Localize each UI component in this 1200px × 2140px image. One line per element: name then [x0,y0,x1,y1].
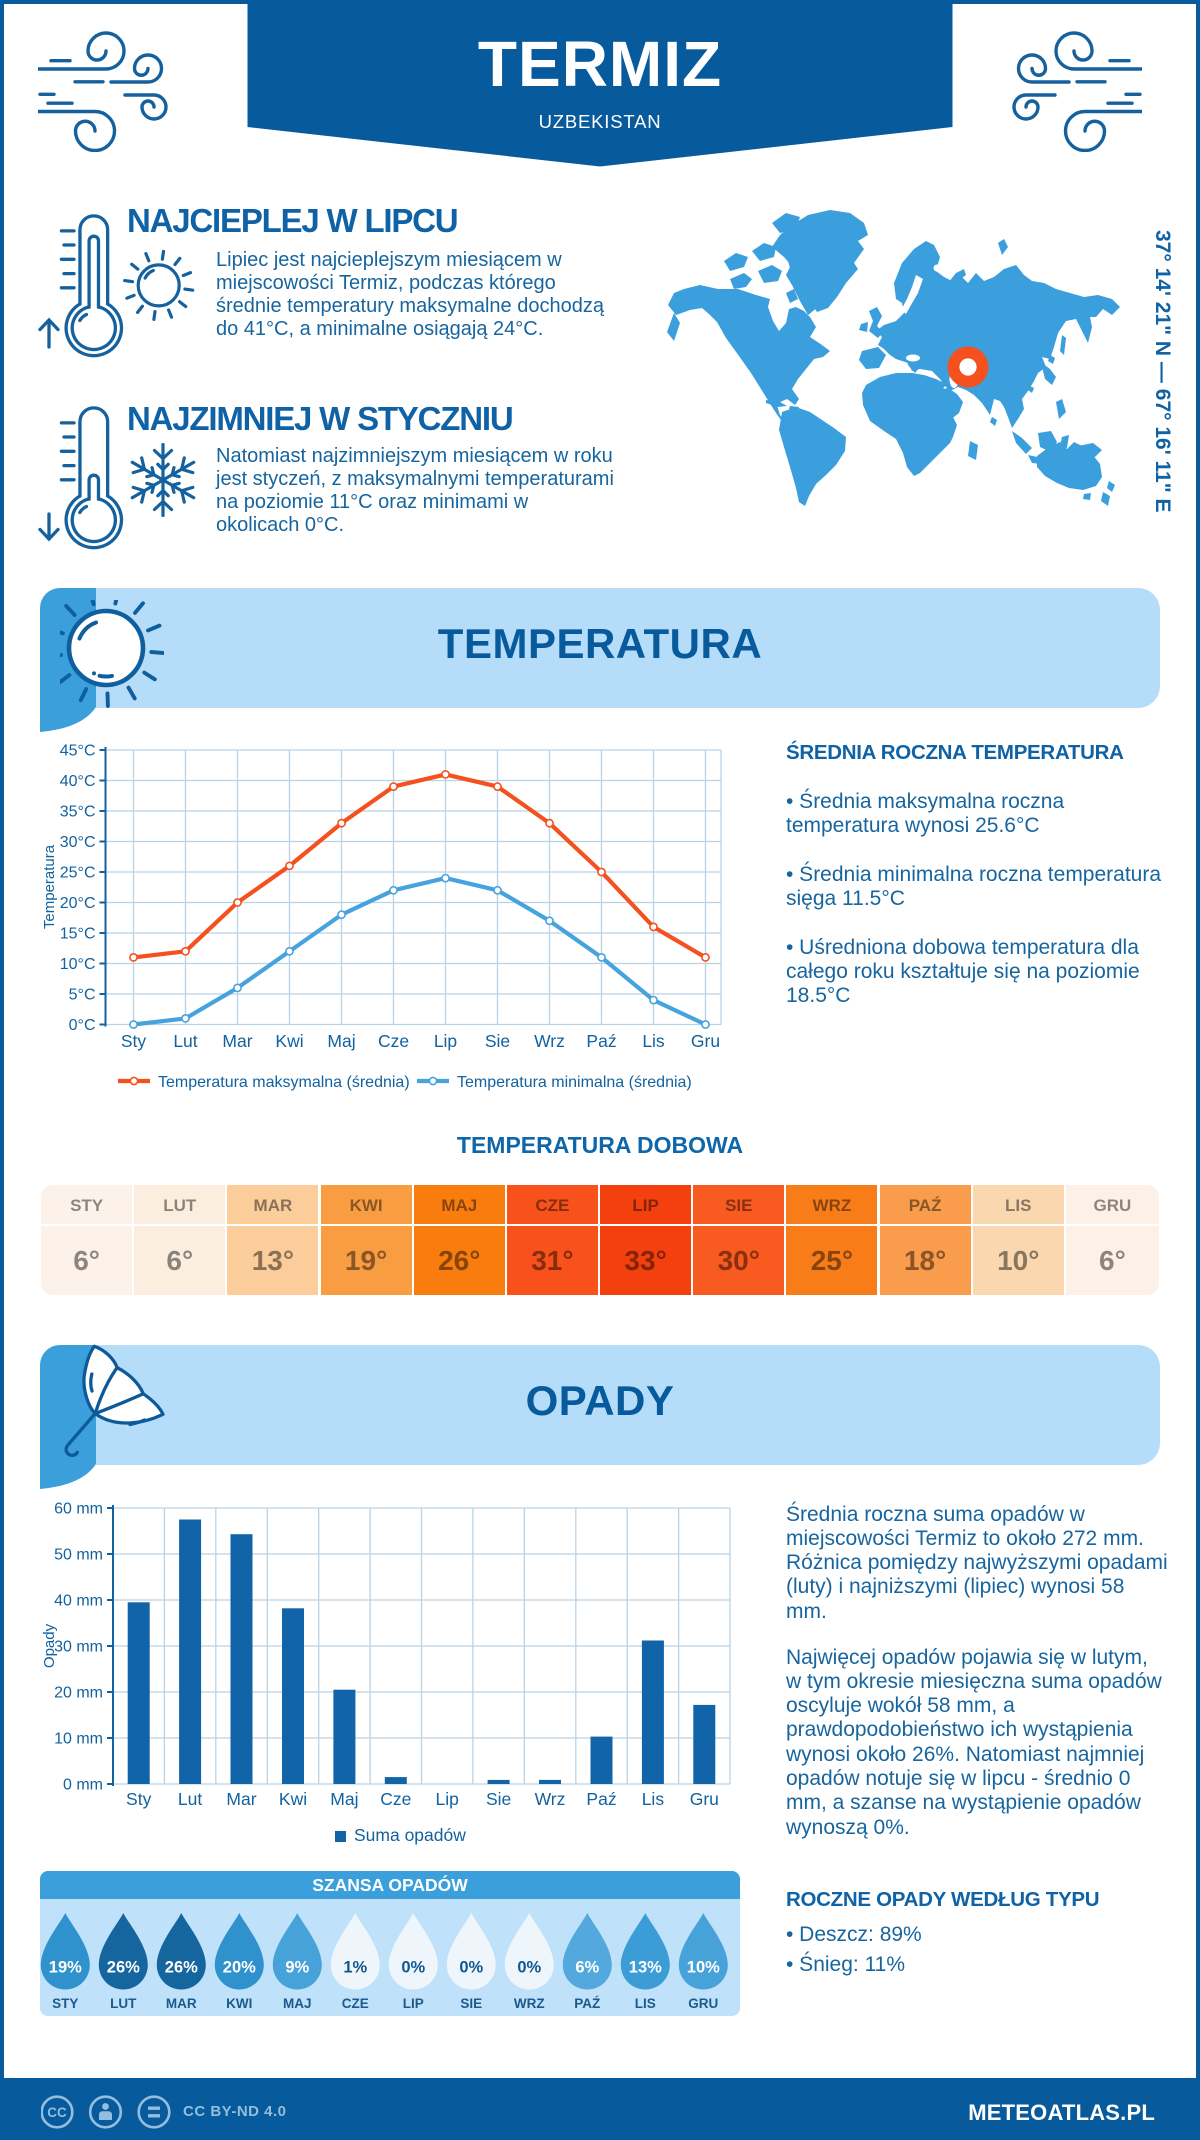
svg-text:10%: 10% [687,1959,720,1977]
svg-text:Gru: Gru [690,1789,719,1809]
svg-text:Lis: Lis [642,1031,665,1051]
svg-text:GRU: GRU [688,1996,718,2011]
svg-text:30 mm: 30 mm [54,1639,103,1656]
svg-text:CZE: CZE [342,1996,369,2011]
svg-text:Lip: Lip [434,1031,457,1051]
svg-text:LIS: LIS [635,1996,656,2011]
svg-text:Sie: Sie [486,1789,511,1809]
svg-text:MAR: MAR [166,1996,197,2011]
svg-text:45°C: 45°C [60,743,96,760]
svg-text:Suma opadów: Suma opadów [354,1825,466,1845]
svg-text:Sty: Sty [121,1031,147,1051]
svg-text:Temperatura: Temperatura [41,844,58,929]
svg-text:10 mm: 10 mm [54,1731,103,1748]
svg-text:Wrz: Wrz [534,1031,565,1051]
svg-text:0%: 0% [517,1959,541,1977]
svg-text:60 mm: 60 mm [54,1501,103,1518]
svg-text:Lut: Lut [173,1031,197,1051]
svg-text:PAŹ: PAŹ [574,1996,600,2011]
svg-text:26%: 26% [107,1959,140,1977]
svg-text:35°C: 35°C [60,804,96,821]
svg-text:MAJ: MAJ [283,1996,312,2011]
svg-text:CC: CC [47,2105,67,2120]
svg-text:5°C: 5°C [69,987,96,1004]
svg-text:Kwi: Kwi [279,1789,307,1809]
svg-text:30°C: 30°C [60,834,96,851]
svg-text:Temperatura minimalna (średnia: Temperatura minimalna (średnia) [457,1074,692,1091]
svg-text:13%: 13% [629,1959,662,1977]
svg-text:0%: 0% [459,1959,483,1977]
svg-text:15°C: 15°C [60,926,96,943]
svg-text:6%: 6% [575,1959,599,1977]
svg-text:LUT: LUT [110,1996,137,2011]
svg-text:Cze: Cze [378,1031,409,1051]
svg-text:Paź: Paź [586,1789,616,1809]
svg-text:Sty: Sty [126,1789,152,1809]
svg-text:SIE: SIE [460,1996,482,2011]
svg-text:Kwi: Kwi [275,1031,303,1051]
svg-text:WRZ: WRZ [514,1996,545,2011]
svg-text:Temperatura maksymalna (średni: Temperatura maksymalna (średnia) [158,1074,410,1091]
svg-text:Mar: Mar [226,1789,256,1809]
svg-text:Maj: Maj [330,1789,358,1809]
svg-text:Sie: Sie [485,1031,510,1051]
svg-text:Gru: Gru [691,1031,720,1051]
svg-text:20 mm: 20 mm [54,1685,103,1702]
svg-text:0%: 0% [401,1959,425,1977]
svg-text:20°C: 20°C [60,895,96,912]
svg-text:Lut: Lut [178,1789,202,1809]
svg-text:Wrz: Wrz [535,1789,566,1809]
svg-text:Mar: Mar [222,1031,252,1051]
svg-text:20%: 20% [223,1959,256,1977]
svg-text:0°C: 0°C [69,1017,96,1034]
svg-text:STY: STY [52,1996,78,2011]
svg-text:19%: 19% [49,1959,82,1977]
svg-text:Lis: Lis [642,1789,665,1809]
svg-text:Opady: Opady [41,1623,58,1668]
svg-text:40 mm: 40 mm [54,1593,103,1610]
svg-text:25°C: 25°C [60,865,96,882]
svg-text:Paź: Paź [586,1031,616,1051]
svg-text:0 mm: 0 mm [63,1777,103,1794]
svg-text:50 mm: 50 mm [54,1547,103,1564]
svg-text:9%: 9% [285,1959,309,1977]
svg-text:40°C: 40°C [60,773,96,790]
svg-text:LIP: LIP [403,1996,424,2011]
svg-text:1%: 1% [343,1959,367,1977]
svg-text:Maj: Maj [327,1031,355,1051]
svg-text:10°C: 10°C [60,956,96,973]
svg-text:26%: 26% [165,1959,198,1977]
svg-text:KWI: KWI [226,1996,252,2011]
svg-text:Cze: Cze [380,1789,411,1809]
svg-text:Lip: Lip [436,1789,459,1809]
